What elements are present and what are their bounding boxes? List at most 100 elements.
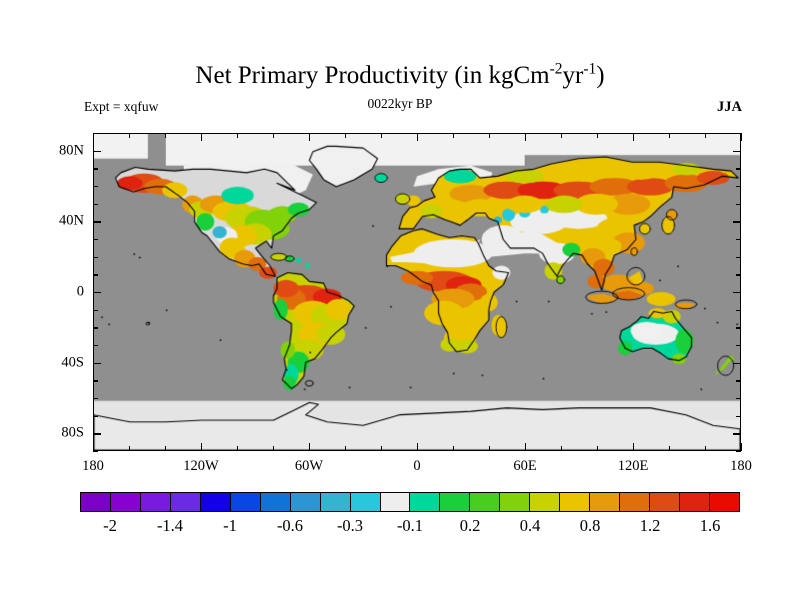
axis-tick [733, 362, 741, 364]
axis-tick [733, 433, 741, 435]
axis-tick [381, 446, 383, 451]
axis-tick [93, 256, 98, 258]
colorbar-segment [260, 493, 291, 511]
axis-tick [93, 433, 101, 435]
axis-tick [129, 446, 131, 451]
axis-tick [736, 345, 741, 347]
axis-tick [669, 446, 671, 451]
axis-tick [489, 446, 491, 451]
axis-tick [736, 380, 741, 382]
axis-tick [93, 133, 95, 141]
colorbar-segment [500, 493, 531, 511]
colorbar-segment [530, 493, 561, 511]
x-axis-label: 120W [183, 458, 219, 474]
axis-tick [93, 133, 98, 135]
map-plot-area [93, 133, 741, 451]
axis-tick [201, 133, 203, 141]
axis-tick [741, 133, 743, 141]
axis-tick [736, 327, 741, 329]
page-title: Net Primary Productivity (in kgCm-2yr-1) [0, 60, 800, 90]
axis-tick [93, 186, 98, 188]
axis-tick [93, 345, 98, 347]
colorbar-segment [410, 493, 441, 511]
y-axis-label: 80S [61, 424, 84, 441]
colorbar-segment [470, 493, 501, 511]
axis-tick [309, 443, 311, 451]
axis-tick [633, 443, 635, 451]
axis-tick [525, 443, 527, 451]
y-axis-label: 0 [76, 283, 84, 300]
axis-tick [93, 380, 98, 382]
axis-tick [561, 446, 563, 451]
axis-tick [93, 362, 101, 364]
axis-tick [93, 150, 101, 152]
axis-tick [736, 168, 741, 170]
axis-tick [345, 446, 347, 451]
colorbar-tick-label: 0.2 [459, 516, 481, 535]
axis-tick [93, 443, 95, 451]
axis-tick [237, 133, 239, 138]
colorbar-segment [680, 493, 711, 511]
axis-tick [93, 451, 98, 453]
axis-tick [417, 133, 419, 141]
colorbar-segment [440, 493, 471, 511]
axis-tick [93, 274, 98, 276]
x-axis-label: 180 [730, 458, 752, 474]
y-axis-label: 80N [59, 142, 84, 159]
axis-tick [733, 221, 741, 223]
x-axis-label: 60W [294, 458, 324, 474]
experiment-label: Expt = xqfuw [84, 99, 159, 114]
axis-tick [129, 133, 131, 138]
axis-tick [561, 133, 563, 138]
title-exponent-year: -1 [583, 60, 597, 78]
colorbar-tick-label: 1.6 [699, 516, 721, 535]
colorbar-segments [80, 492, 740, 512]
axis-tick [381, 133, 383, 138]
colorbar-segment [320, 493, 351, 511]
axis-tick [736, 309, 741, 311]
colorbar-segment [290, 493, 321, 511]
x-axis-label: 0 [413, 458, 421, 474]
axis-tick [345, 133, 347, 138]
axis-tick [93, 221, 101, 223]
season-label: JJA [717, 99, 742, 115]
npp-heatmap-canvas [94, 134, 740, 450]
axis-tick [525, 133, 527, 141]
axis-tick [597, 446, 599, 451]
colorbar-segment [380, 493, 411, 511]
axis-tick [93, 292, 101, 294]
axis-tick [736, 398, 741, 400]
axis-tick [705, 133, 707, 138]
axis-tick [453, 133, 455, 138]
axis-tick [736, 186, 741, 188]
axis-tick [93, 327, 98, 329]
x-axis-label: 60E [513, 458, 537, 474]
axis-tick [165, 446, 167, 451]
colorbar-segment [710, 493, 739, 511]
axis-tick [417, 443, 419, 451]
axis-tick [736, 451, 741, 453]
title-exponent-area: -2 [549, 60, 563, 78]
axis-tick [736, 203, 741, 205]
colorbar-segment [170, 493, 201, 511]
colorbar-segment [230, 493, 261, 511]
colorbar [80, 492, 740, 512]
colorbar-segment [81, 493, 111, 511]
colorbar-tick-label: -1 [223, 516, 237, 535]
axis-tick [736, 415, 741, 417]
axis-tick [669, 133, 671, 138]
x-axis-label: 180 [82, 458, 104, 474]
subtitle: 0022kyr BP [367, 96, 433, 111]
colorbar-segment [110, 493, 141, 511]
colorbar-segment [650, 493, 681, 511]
colorbar-tick-label: -0.1 [396, 516, 424, 535]
axis-tick [93, 168, 98, 170]
axis-tick [93, 239, 98, 241]
axis-tick [597, 133, 599, 138]
colorbar-tick-label: -1.4 [156, 516, 184, 535]
axis-tick [733, 150, 741, 152]
title-text-prefix: Net Primary Productivity (in kgCm [195, 62, 550, 89]
title-text-mid: yr [562, 62, 584, 89]
axis-tick [273, 446, 275, 451]
title-text-suffix: ) [596, 62, 605, 89]
